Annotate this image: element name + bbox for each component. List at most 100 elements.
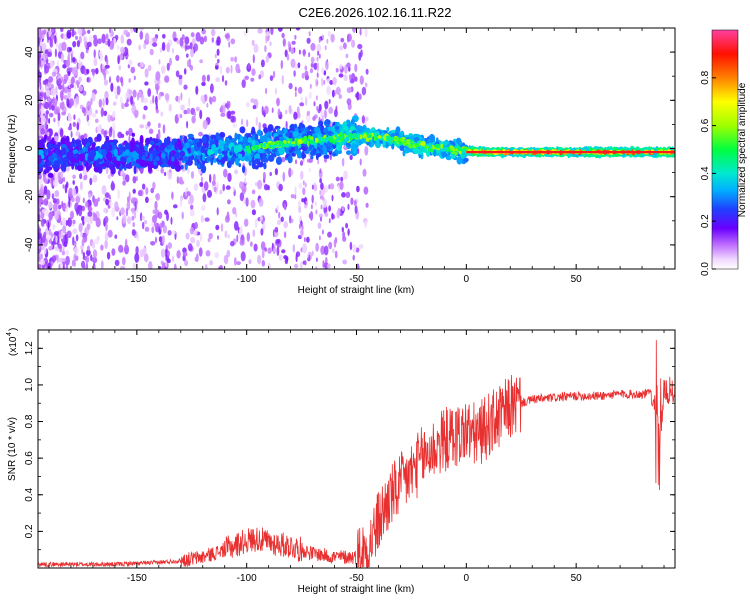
spectrogram-band-cell: [257, 161, 264, 168]
spectrogram-speckle: [49, 60, 54, 68]
spectrogram-speckle: [303, 237, 306, 243]
spectrogram-speckle: [91, 112, 97, 118]
spectrogram-speckle: [189, 42, 193, 50]
spectrogram-speckle: [85, 255, 90, 263]
spectrogram-band-cell: [130, 140, 136, 149]
spectrogram-band-cell: [43, 134, 47, 140]
spectrogram-speckle: [177, 113, 181, 118]
spectrogram-band-cell: [263, 162, 267, 170]
spectrogram-band-cell: [342, 125, 349, 131]
spectrogram-speckle: [169, 57, 172, 66]
spectrogram-speckle: [216, 207, 219, 216]
spectrogram-ridge-cell: [314, 137, 319, 143]
spectrogram-speckle: [317, 50, 320, 56]
spectrogram-speckle: [179, 197, 183, 208]
spectrogram-band-cell: [326, 130, 333, 136]
snr-x-tick-label: -100: [237, 573, 257, 584]
spectrogram-speckle: [293, 70, 296, 77]
spectrogram-y-tick-label: 20: [24, 94, 35, 106]
spectrogram-speckle: [302, 187, 306, 196]
spectrogram-speckle: [341, 157, 345, 167]
spectrogram-speckle: [73, 114, 76, 120]
spectrogram-speckle: [95, 109, 98, 114]
spectrogram-speckle: [257, 179, 263, 190]
spectrogram-speckle: [297, 62, 301, 69]
spectrogram-speckle: [164, 75, 170, 83]
spectrogram-speckle: [100, 63, 103, 73]
spectrogram-speckle: [320, 182, 324, 190]
spectrogram-band-cell: [59, 159, 64, 166]
spectrogram-speckle: [93, 49, 96, 58]
spectrogram-ridge-cell: [280, 142, 283, 147]
spectrogram-speckle: [144, 32, 150, 43]
spectrogram-speckle: [105, 33, 109, 40]
spectrogram-speckle: [300, 160, 303, 166]
spectrogram-speckle: [117, 55, 120, 65]
spectrogram-speckle: [104, 216, 109, 224]
spectrogram-speckle: [186, 120, 189, 129]
spectrogram-speckle: [68, 197, 71, 208]
spectrogram-speckle: [253, 43, 259, 53]
spectrogram-speckle: [76, 122, 80, 131]
spectrogram-speckle: [60, 230, 64, 240]
spectrogram-ridge-cell: [461, 149, 467, 153]
spectrogram-speckle: [294, 194, 297, 200]
spectrogram-speckle: [152, 215, 157, 223]
spectrogram-speckle: [98, 98, 103, 108]
spectrogram-speckle: [323, 245, 329, 256]
spectrogram-band-cell: [154, 138, 159, 144]
spectrogram-band-cell: [178, 142, 183, 151]
spectrogram-speckle: [246, 232, 250, 242]
spectrogram-heatmap: [38, 28, 675, 269]
spectrogram-speckle: [125, 174, 130, 183]
spectrogram-band-cell: [412, 147, 420, 155]
spectrogram-speckle: [312, 116, 316, 121]
spectrogram-band-cell: [57, 155, 61, 162]
spectrogram-speckle: [280, 216, 284, 223]
spectrogram-speckle: [316, 80, 319, 86]
spectrogram-band-cell: [243, 136, 247, 144]
spectrogram-band-cell: [218, 154, 222, 160]
spectrogram-speckle: [148, 261, 153, 269]
spectrogram-speckle: [153, 221, 158, 228]
spectrogram-speckle: [318, 53, 321, 59]
spectrogram-ridge-cell: [416, 141, 421, 144]
spectrogram-speckle: [215, 77, 220, 83]
spectrogram-speckle: [101, 33, 106, 44]
spectrogram-speckle: [164, 93, 170, 101]
spectrogram-speckle: [38, 174, 42, 180]
spectrogram-speckle: [49, 112, 54, 118]
spectrogram-speckle: [165, 260, 168, 268]
spectrogram-speckle: [42, 175, 47, 183]
spectrogram-speckle: [278, 211, 281, 219]
spectrogram-speckle: [325, 60, 328, 66]
spectrogram-band-cell: [136, 146, 144, 155]
spectrogram-speckle: [172, 230, 176, 235]
spectrogram-speckle: [51, 28, 55, 33]
spectrogram-speckle: [190, 204, 194, 210]
spectrogram-band-cell: [391, 143, 395, 150]
spectrogram-speckle: [162, 124, 166, 134]
spectrogram-speckle: [183, 68, 187, 75]
spectrogram-ridge-cell: [420, 141, 426, 147]
spectrogram-speckle: [216, 48, 220, 56]
spectrogram-speckle: [47, 51, 52, 57]
spectrogram-speckle: [308, 167, 312, 172]
spectrogram-speckle: [118, 244, 124, 253]
spectrogram-speckle: [45, 209, 49, 217]
spectrogram-speckle: [126, 216, 132, 225]
spectrogram-band-cell: [223, 143, 227, 152]
spectrogram-speckle: [120, 265, 126, 269]
spectrogram-speckle: [288, 104, 292, 114]
spectrogram-band-cell: [47, 172, 54, 178]
spectrogram-speckle: [87, 120, 90, 127]
spectrogram-speckle: [145, 196, 149, 203]
spectrogram-speckle: [290, 218, 294, 223]
spectrogram-speckle: [276, 205, 280, 211]
spectrogram-band-cell: [239, 126, 246, 134]
spectrogram-speckle: [306, 37, 311, 44]
spectrogram-band-cell: [164, 147, 168, 153]
spectrogram-speckle: [290, 169, 294, 176]
spectrogram-speckle: [102, 98, 105, 107]
spectrogram-speckle: [335, 86, 341, 95]
